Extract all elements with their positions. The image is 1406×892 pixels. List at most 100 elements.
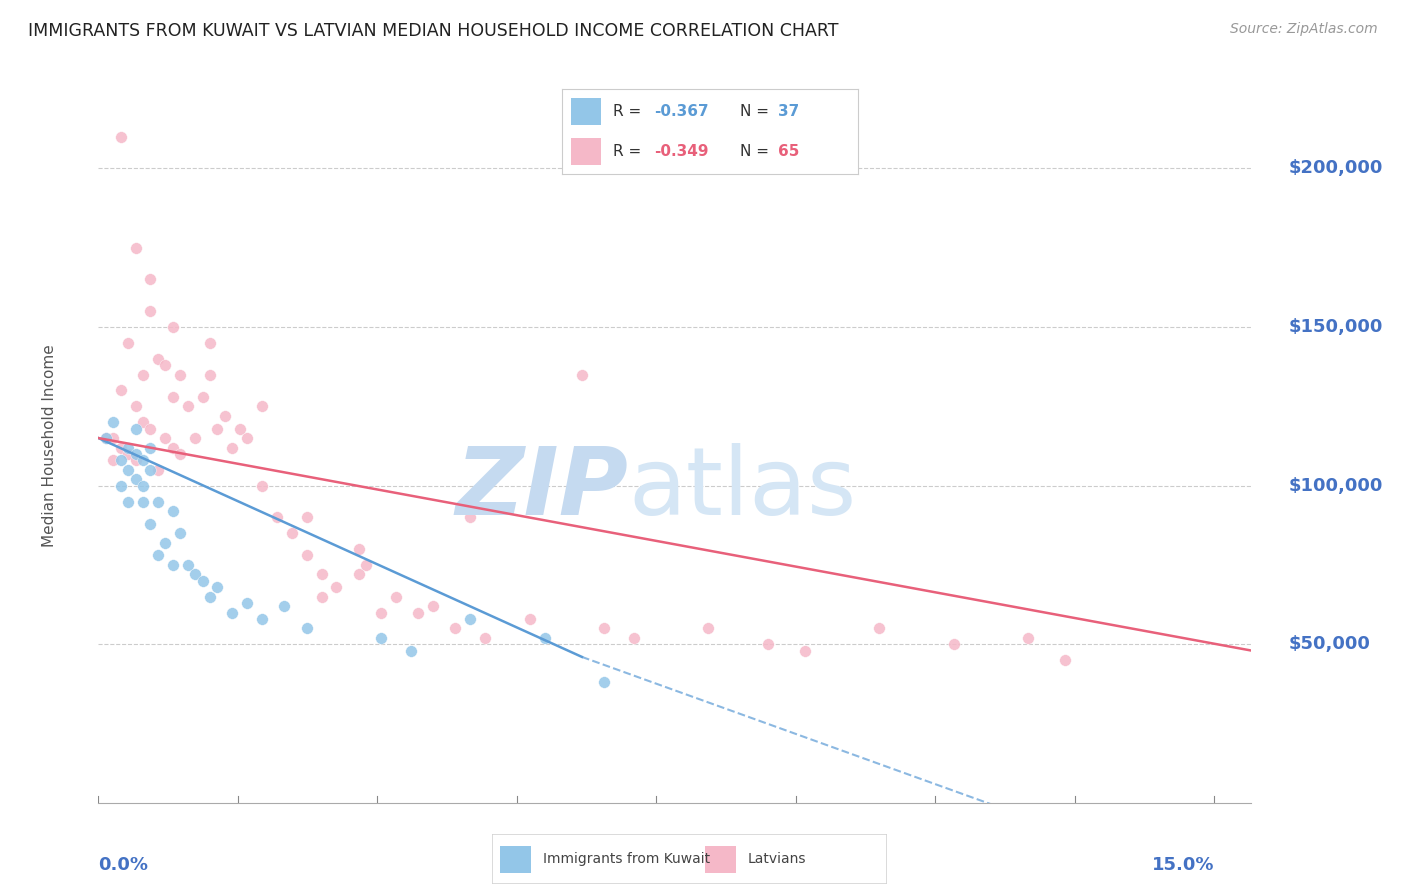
- Point: [132, 415, 155, 429]
- Point: [110, 478, 132, 492]
- Point: [110, 441, 132, 455]
- Point: [139, 441, 162, 455]
- Text: Median Household Income: Median Household Income: [42, 344, 58, 548]
- Point: [124, 453, 146, 467]
- Point: [756, 637, 779, 651]
- Point: [1054, 653, 1077, 667]
- Point: [139, 516, 162, 531]
- Point: [198, 590, 221, 604]
- Point: [1017, 631, 1039, 645]
- Point: [221, 441, 243, 455]
- Text: 0.0%: 0.0%: [98, 856, 149, 874]
- Text: Immigrants from Kuwait: Immigrants from Kuwait: [543, 852, 710, 865]
- Point: [354, 558, 377, 572]
- Point: [347, 542, 370, 557]
- Point: [295, 621, 318, 635]
- Point: [236, 431, 259, 445]
- Point: [221, 606, 243, 620]
- Bar: [571, 98, 600, 125]
- Point: [406, 606, 429, 620]
- Point: [176, 558, 198, 572]
- Point: [214, 409, 236, 423]
- Text: -0.367: -0.367: [654, 103, 709, 119]
- Text: $200,000: $200,000: [1288, 160, 1384, 178]
- Point: [103, 453, 125, 467]
- Point: [571, 368, 593, 382]
- Text: R =: R =: [613, 103, 645, 119]
- Point: [399, 643, 422, 657]
- Point: [169, 368, 191, 382]
- Point: [124, 400, 146, 414]
- Point: [533, 631, 555, 645]
- Point: [868, 621, 890, 635]
- Point: [474, 631, 496, 645]
- Point: [250, 478, 273, 492]
- Point: [139, 463, 162, 477]
- Point: [325, 580, 347, 594]
- Text: N =: N =: [740, 103, 773, 119]
- Point: [139, 304, 162, 318]
- Point: [385, 590, 408, 604]
- Point: [146, 549, 169, 563]
- Point: [117, 335, 139, 350]
- Point: [207, 580, 229, 594]
- Point: [162, 320, 184, 334]
- Point: [444, 621, 467, 635]
- Point: [169, 447, 191, 461]
- Point: [117, 441, 139, 455]
- Point: [593, 621, 616, 635]
- Point: [281, 526, 304, 541]
- Text: N =: N =: [740, 145, 773, 160]
- Point: [94, 431, 117, 445]
- Point: [422, 599, 444, 614]
- Point: [198, 368, 221, 382]
- Point: [311, 567, 333, 582]
- Point: [460, 510, 482, 524]
- Text: IMMIGRANTS FROM KUWAIT VS LATVIAN MEDIAN HOUSEHOLD INCOME CORRELATION CHART: IMMIGRANTS FROM KUWAIT VS LATVIAN MEDIAN…: [28, 22, 838, 40]
- Point: [370, 631, 392, 645]
- Text: $100,000: $100,000: [1288, 476, 1384, 495]
- Text: R =: R =: [613, 145, 645, 160]
- Point: [146, 351, 169, 366]
- Text: atlas: atlas: [628, 442, 858, 535]
- Point: [124, 472, 146, 486]
- Point: [124, 447, 146, 461]
- Point: [184, 567, 207, 582]
- Point: [623, 631, 645, 645]
- Point: [132, 494, 155, 508]
- Bar: [501, 847, 531, 873]
- Point: [184, 431, 207, 445]
- Point: [103, 415, 125, 429]
- Point: [273, 599, 295, 614]
- Point: [117, 447, 139, 461]
- Point: [155, 431, 177, 445]
- Point: [132, 478, 155, 492]
- Point: [207, 421, 229, 435]
- Point: [250, 612, 273, 626]
- Point: [942, 637, 965, 651]
- Point: [191, 574, 214, 588]
- Point: [162, 504, 184, 518]
- Point: [146, 494, 169, 508]
- Point: [103, 431, 125, 445]
- Point: [347, 567, 370, 582]
- Point: [124, 421, 146, 435]
- Point: [139, 421, 162, 435]
- Point: [146, 463, 169, 477]
- Text: 15.0%: 15.0%: [1152, 856, 1215, 874]
- Point: [117, 494, 139, 508]
- Point: [229, 421, 252, 435]
- Point: [162, 390, 184, 404]
- Point: [117, 463, 139, 477]
- Text: ZIP: ZIP: [456, 442, 628, 535]
- Text: Source: ZipAtlas.com: Source: ZipAtlas.com: [1230, 22, 1378, 37]
- Point: [311, 590, 333, 604]
- Text: $150,000: $150,000: [1288, 318, 1384, 336]
- Point: [370, 606, 392, 620]
- Point: [519, 612, 541, 626]
- Point: [794, 643, 817, 657]
- Point: [110, 129, 132, 144]
- Text: $50,000: $50,000: [1288, 635, 1371, 653]
- Point: [132, 368, 155, 382]
- Bar: [571, 138, 600, 165]
